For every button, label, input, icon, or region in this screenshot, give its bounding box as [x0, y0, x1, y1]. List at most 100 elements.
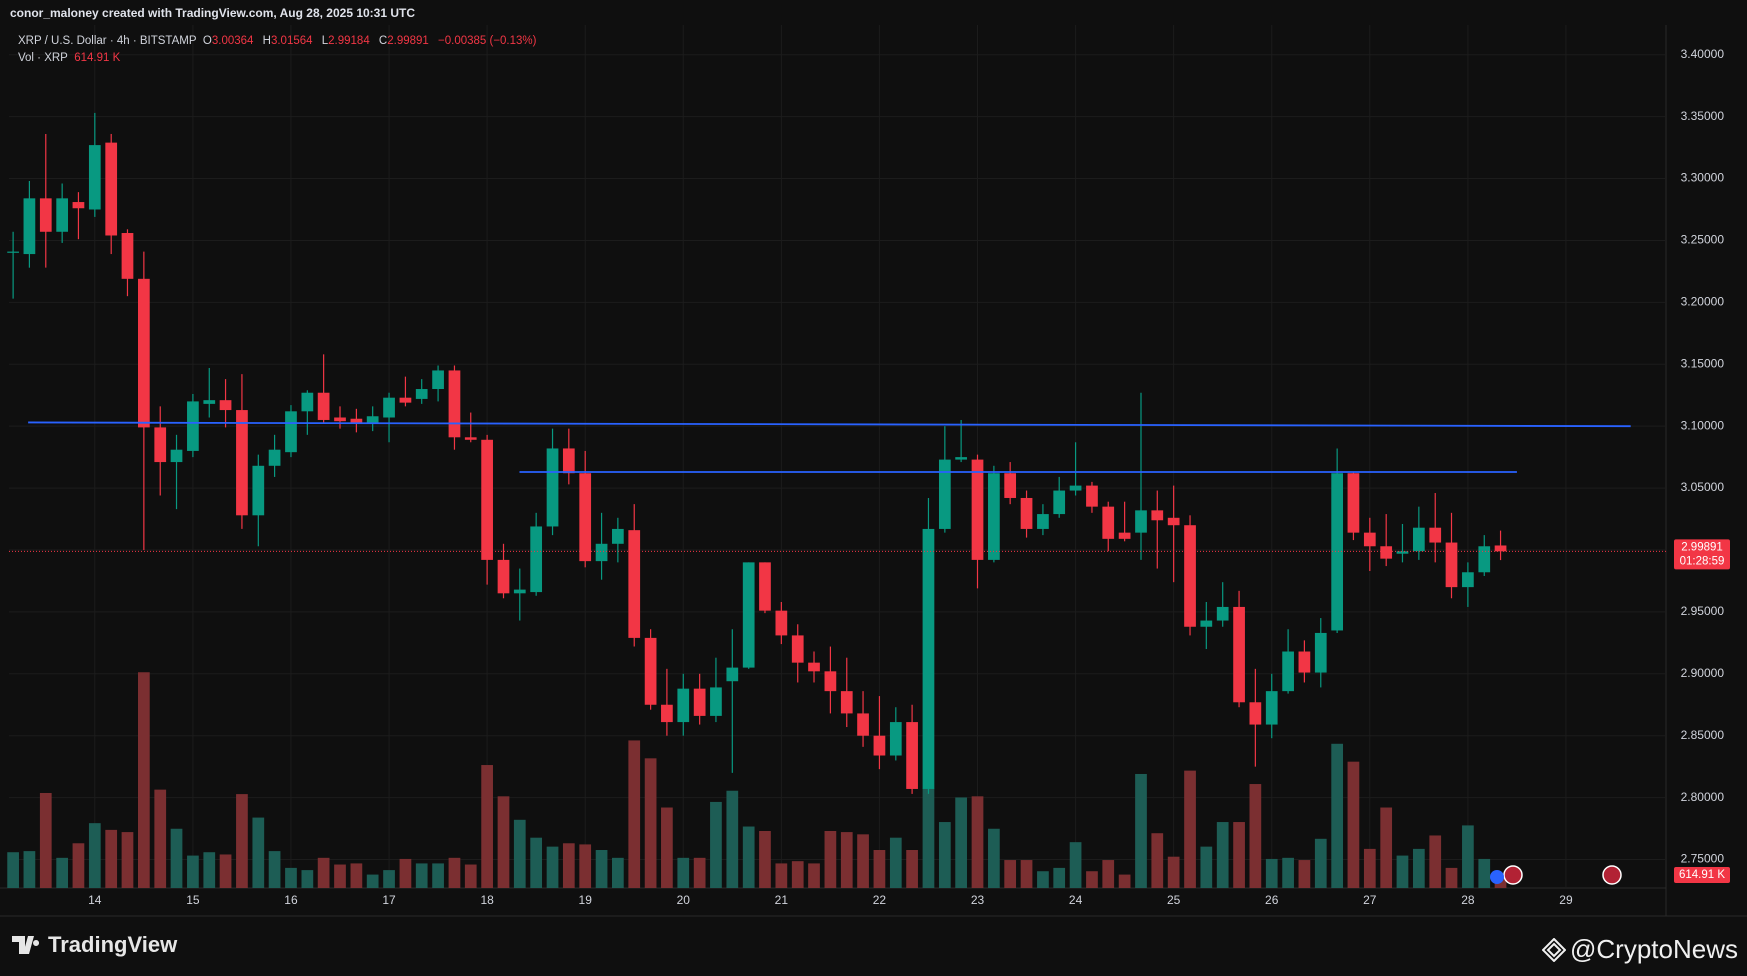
volume-bar — [1331, 743, 1344, 888]
y-tick-label: 3.15000 — [1681, 356, 1725, 370]
candle-body — [187, 401, 199, 451]
candle-body — [1069, 485, 1082, 491]
volume-bar — [350, 863, 363, 888]
candle-body — [840, 691, 853, 714]
brand: TradingView — [12, 932, 177, 958]
candle-body — [759, 562, 771, 611]
symbol: XRP / U.S. Dollar · 4h · BITSTAMP — [18, 35, 197, 47]
y-tick-label: 3.05000 — [1681, 480, 1725, 494]
volume-bar — [1151, 833, 1164, 888]
candle-body — [1462, 572, 1474, 588]
volume-bar — [415, 863, 428, 888]
volume-bar — [808, 863, 820, 888]
event-icon — [1490, 870, 1504, 884]
x-tick-label: 26 — [1265, 893, 1279, 907]
volume-bar — [1314, 838, 1327, 888]
volume-bar — [922, 788, 935, 888]
candle-body — [1347, 473, 1360, 533]
candle-body — [644, 637, 657, 705]
candle-body — [971, 459, 984, 560]
candle-body — [1037, 514, 1049, 529]
volume-bar — [840, 832, 853, 888]
x-tick-label: 23 — [971, 893, 985, 907]
candle-body — [1412, 527, 1425, 552]
candle-body — [1298, 651, 1311, 673]
candle-body — [481, 439, 493, 560]
volume-bar — [562, 843, 575, 888]
x-tick-label: 17 — [382, 893, 396, 907]
ohlc-value: 3.00364 — [211, 35, 254, 47]
volume-bar — [236, 794, 248, 888]
volume-bar — [677, 857, 690, 888]
volume-bar — [857, 834, 869, 888]
volume-bar — [56, 857, 69, 888]
volume-bar — [1233, 822, 1245, 888]
volume-bar — [693, 857, 706, 888]
volume-bar — [710, 801, 722, 888]
volume-bar — [1216, 822, 1229, 888]
volume-bar — [1118, 874, 1131, 888]
y-tick-label: 2.90000 — [1681, 666, 1725, 680]
candle-body — [857, 713, 869, 736]
candle-body — [383, 397, 395, 418]
candle-body — [1282, 651, 1294, 692]
candle-body — [154, 427, 167, 463]
volume-bar — [971, 796, 984, 888]
candle-body — [1004, 473, 1017, 498]
ohlc-value: 3.01564 — [270, 35, 313, 47]
volume-bar — [7, 852, 19, 888]
volume-bar — [464, 864, 477, 888]
candle-body — [268, 449, 281, 466]
volume-bar — [187, 855, 199, 888]
y-tick-label: 2.95000 — [1681, 604, 1725, 618]
candle-body — [7, 251, 19, 253]
candle-body — [88, 145, 101, 210]
flag-icon — [1503, 865, 1523, 885]
volume-bar — [23, 851, 36, 888]
candle-body — [1102, 506, 1115, 539]
volume-bar — [513, 819, 526, 888]
ohlc-letter: H — [262, 35, 271, 47]
overlay-layer: 2.99891 01:28:59 614.91 K — [9, 421, 1730, 883]
candle-body — [252, 465, 265, 516]
volume-bar — [219, 854, 232, 888]
volume-title: Vol · XRP — [18, 52, 68, 64]
y-tick-label: 3.20000 — [1681, 295, 1725, 309]
volume-bar — [873, 849, 886, 888]
candle-body — [1167, 517, 1180, 526]
x-tick-label: 14 — [88, 893, 102, 907]
y-tick-label: 2.75000 — [1681, 852, 1725, 866]
volume-bar — [1396, 855, 1409, 888]
candle-body — [1314, 632, 1327, 673]
candle-body — [285, 411, 297, 453]
candle-body — [791, 635, 804, 663]
volume-bar — [1265, 858, 1278, 888]
candle-body — [1135, 510, 1147, 533]
volume-bar — [1429, 835, 1442, 888]
x-tick-label: 19 — [579, 893, 593, 907]
volume-bar — [595, 849, 608, 888]
price-badge-countdown: 01:28:59 — [1680, 555, 1725, 567]
x-tick-label: 24 — [1069, 893, 1083, 907]
volume-bar — [203, 852, 216, 888]
candle-body — [922, 528, 935, 789]
x-tick-label: 21 — [775, 893, 789, 907]
volume-bar — [1037, 871, 1049, 888]
candle-body — [72, 202, 85, 209]
candle-body — [808, 662, 820, 672]
volume-bar — [121, 832, 134, 888]
candle-body — [497, 559, 510, 594]
x-tick-label: 18 — [480, 893, 494, 907]
x-tick-label: 27 — [1363, 893, 1377, 907]
volume-bar — [285, 867, 297, 888]
candle-body — [1233, 606, 1245, 703]
candle-body — [1216, 606, 1229, 621]
candle-body — [726, 667, 739, 682]
brand-logo — [12, 936, 40, 954]
candle-body — [1151, 510, 1164, 521]
brand-text: TradingView — [48, 932, 178, 957]
price-badge-value: 2.99891 — [1681, 541, 1723, 553]
volume-bar — [72, 843, 85, 888]
x-tick-label: 29 — [1559, 893, 1573, 907]
